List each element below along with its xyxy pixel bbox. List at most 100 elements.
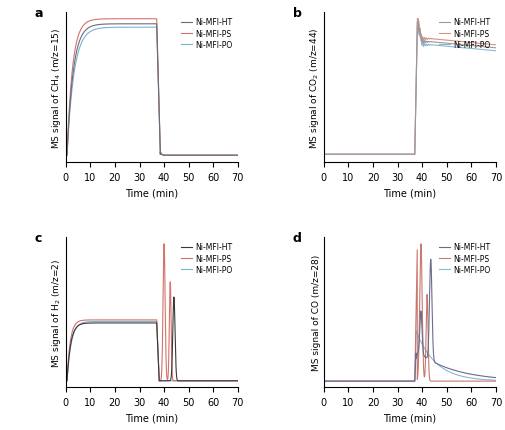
Line: Ni-MFI-HT: Ni-MFI-HT (66, 25, 237, 156)
Ni-MFI-PS (340, 379, 346, 384)
Ni-MFI-HT (350, 152, 356, 157)
Ni-MFI-PO (154, 319, 160, 324)
Text: c: c (35, 231, 42, 244)
Ni-MFI-PS (231, 153, 237, 158)
Ni-MFI-HT (320, 379, 326, 384)
Text: d: d (292, 231, 301, 244)
Ni-MFI-PS (393, 152, 399, 157)
Ni-MFI-HT (136, 321, 142, 326)
Ni-MFI-PS (492, 43, 498, 48)
Ni-MFI-PO (488, 378, 494, 383)
Ni-MFI-PS (136, 318, 142, 323)
Ni-MFI-HT (63, 378, 69, 384)
Legend: Ni-MFI-HT, Ni-MFI-PS, Ni-MFI-PO: Ni-MFI-HT, Ni-MFI-PS, Ni-MFI-PO (179, 17, 233, 51)
Ni-MFI-PO (492, 378, 498, 383)
Ni-MFI-PS (234, 378, 240, 384)
Ni-MFI-PO (213, 378, 219, 384)
Ni-MFI-PS (488, 43, 494, 48)
Ni-MFI-HT (128, 321, 134, 326)
Ni-MFI-PS (417, 242, 423, 247)
Ni-MFI-PS (340, 152, 346, 157)
Ni-MFI-PS (492, 379, 498, 384)
Ni-MFI-HT (82, 29, 88, 34)
Ni-MFI-PS (128, 318, 134, 323)
Line: Ni-MFI-PS: Ni-MFI-PS (66, 20, 237, 156)
X-axis label: Time (min): Time (min) (125, 188, 178, 198)
Ni-MFI-PO (92, 319, 98, 324)
Ni-MFI-HT (234, 378, 240, 384)
Ni-MFI-PS (231, 378, 237, 384)
Ni-MFI-PO (350, 152, 356, 157)
Ni-MFI-HT (320, 152, 326, 157)
Ni-MFI-PO (393, 152, 399, 157)
Legend: Ni-MFI-HT, Ni-MFI-PS, Ni-MFI-PO: Ni-MFI-HT, Ni-MFI-PS, Ni-MFI-PO (179, 241, 233, 276)
Ni-MFI-PO (340, 152, 346, 157)
Ni-MFI-PS (414, 17, 420, 22)
X-axis label: Time (min): Time (min) (125, 412, 178, 422)
Ni-MFI-PO (82, 34, 88, 40)
Line: Ni-MFI-PS: Ni-MFI-PS (323, 244, 495, 381)
Ni-MFI-HT (213, 378, 219, 384)
Ni-MFI-PO (63, 378, 69, 384)
Ni-MFI-PO (350, 379, 356, 384)
Ni-MFI-PO (128, 25, 134, 31)
Ni-MFI-HT (414, 20, 420, 25)
Ni-MFI-PS (82, 22, 88, 27)
Ni-MFI-HT (386, 152, 392, 157)
Ni-MFI-HT (234, 153, 240, 158)
Ni-MFI-HT (128, 22, 134, 28)
Ni-MFI-PS (63, 153, 69, 158)
Ni-MFI-PO (488, 49, 494, 54)
Line: Ni-MFI-PS: Ni-MFI-PS (323, 20, 495, 155)
Ni-MFI-HT (492, 46, 498, 51)
Ni-MFI-PO (92, 28, 98, 33)
Ni-MFI-HT (154, 22, 160, 28)
Ni-MFI-PO (234, 378, 240, 384)
Ni-MFI-PS (386, 152, 392, 157)
Ni-MFI-PO (136, 319, 142, 324)
Text: b: b (292, 7, 301, 20)
Ni-MFI-HT (488, 375, 494, 380)
Line: Ni-MFI-PS: Ni-MFI-PS (66, 244, 237, 381)
Ni-MFI-PS (128, 17, 134, 22)
Ni-MFI-HT (488, 46, 494, 51)
Ni-MFI-PS (82, 318, 88, 323)
Ni-MFI-PO (128, 319, 134, 324)
Ni-MFI-HT (136, 22, 142, 28)
Ni-MFI-PO (320, 152, 326, 157)
Ni-MFI-PS (350, 379, 356, 384)
Ni-MFI-HT (82, 321, 88, 326)
Ni-MFI-PS (470, 41, 476, 46)
Y-axis label: MS signal of H$_2$ (m/z=2): MS signal of H$_2$ (m/z=2) (50, 258, 63, 367)
Ni-MFI-PO (213, 153, 219, 158)
Ni-MFI-PO (470, 47, 476, 52)
Ni-MFI-HT (340, 379, 346, 384)
Ni-MFI-HT (393, 379, 399, 384)
Ni-MFI-HT (350, 379, 356, 384)
Ni-MFI-PS (234, 153, 240, 158)
Ni-MFI-PO (470, 376, 476, 381)
Ni-MFI-PS (92, 18, 98, 23)
Ni-MFI-PO (231, 378, 237, 384)
Line: Ni-MFI-PO: Ni-MFI-PO (66, 322, 237, 381)
Ni-MFI-PO (231, 153, 237, 158)
Ni-MFI-HT (213, 153, 219, 158)
Ni-MFI-HT (470, 372, 476, 378)
Line: Ni-MFI-PO: Ni-MFI-PO (323, 26, 495, 155)
Ni-MFI-HT (393, 152, 399, 157)
Ni-MFI-PS (161, 242, 167, 247)
Legend: Ni-MFI-HT, Ni-MFI-PS, Ni-MFI-PO: Ni-MFI-HT, Ni-MFI-PS, Ni-MFI-PO (436, 17, 491, 51)
Ni-MFI-PO (492, 49, 498, 54)
X-axis label: Time (min): Time (min) (383, 412, 435, 422)
Ni-MFI-HT (171, 295, 177, 300)
Y-axis label: MS signal of CO$_2$ (m/z=44): MS signal of CO$_2$ (m/z=44) (308, 27, 321, 148)
Ni-MFI-PS (92, 318, 98, 323)
Ni-MFI-PS (470, 379, 476, 384)
Ni-MFI-HT (427, 257, 433, 262)
Ni-MFI-HT (92, 321, 98, 326)
Ni-MFI-PS (154, 17, 160, 22)
Ni-MFI-PO (320, 379, 326, 384)
Ni-MFI-HT (386, 379, 392, 384)
Ni-MFI-PO (82, 320, 88, 325)
Ni-MFI-PO (414, 23, 420, 28)
